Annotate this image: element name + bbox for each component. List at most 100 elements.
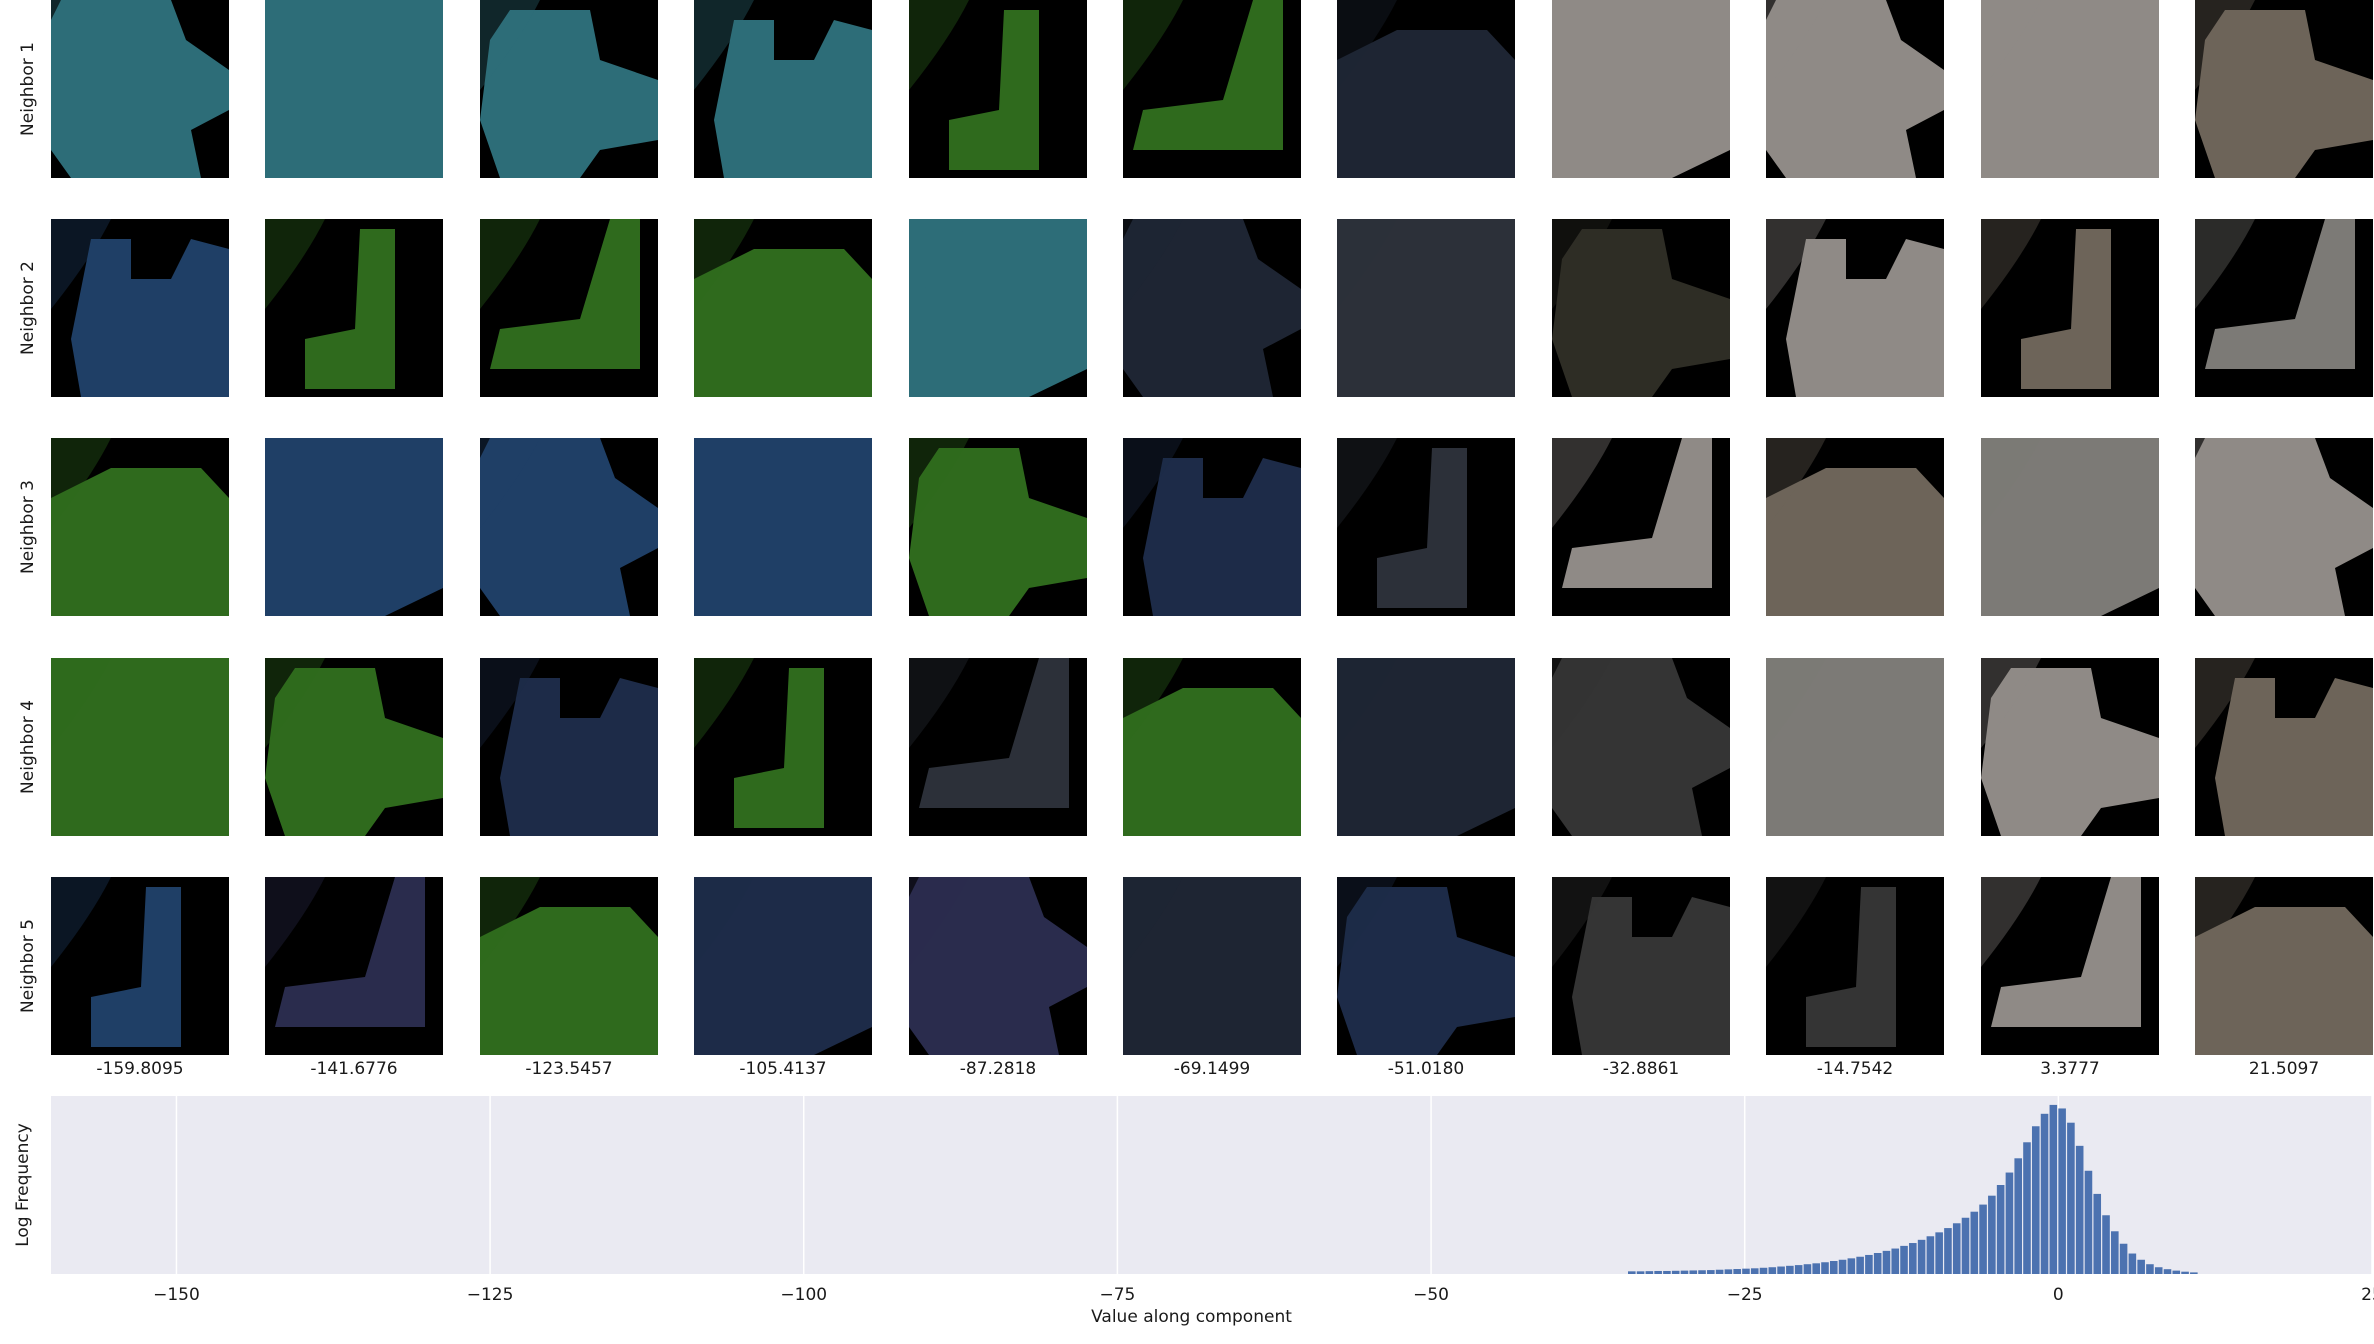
neighbor-tile — [2195, 219, 2373, 397]
histogram-bar — [2190, 1272, 2198, 1274]
histogram-bar — [1865, 1254, 1873, 1274]
neighbor-tile — [909, 438, 1087, 616]
histogram-bar — [1882, 1250, 1891, 1274]
histogram-bar — [1689, 1270, 1698, 1274]
neighbor-tile — [1552, 877, 1730, 1055]
histogram-bar — [1970, 1211, 1979, 1274]
neighbor-tile — [1766, 438, 1944, 616]
histogram-bar — [1742, 1268, 1750, 1274]
histogram-bar — [1856, 1256, 1864, 1274]
histogram-bar — [1707, 1270, 1715, 1274]
histogram-bar — [2146, 1264, 2154, 1274]
histogram-bar — [2067, 1122, 2075, 1274]
histogram-bar — [2075, 1145, 2084, 1274]
histogram-bar — [2137, 1259, 2145, 1274]
column-value-label: -159.8095 — [96, 1059, 184, 1079]
histogram-bar — [1935, 1232, 1943, 1274]
histogram-bar — [1724, 1269, 1733, 1274]
histogram-bar — [2040, 1113, 2049, 1274]
histogram-bar — [1759, 1267, 1768, 1274]
neighbor-tile — [1981, 0, 2159, 178]
neighbor-tile — [1123, 438, 1301, 616]
neighbor-tile — [265, 658, 443, 836]
histogram-bar — [1900, 1245, 1908, 1274]
neighbor-tile — [694, 0, 872, 178]
histogram-bar — [2023, 1142, 2031, 1274]
neighbor-tile — [694, 658, 872, 836]
neighbor-tile — [1981, 658, 2159, 836]
neighbor-tile — [2195, 658, 2373, 836]
histogram-bar — [2084, 1170, 2093, 1274]
neighbor-tile — [265, 877, 443, 1055]
neighbor-tile — [480, 658, 658, 836]
neighbor-tile — [909, 0, 1087, 178]
column-value-label: -14.7542 — [1816, 1059, 1894, 1079]
neighbor-tile — [265, 0, 443, 178]
histogram-bar — [2154, 1267, 2163, 1274]
neighbor-tile — [480, 219, 658, 397]
histogram-bar — [2005, 1172, 2014, 1274]
histogram-bar — [1671, 1270, 1680, 1274]
neighbor-tile — [1123, 877, 1301, 1055]
neighbor-tile — [1123, 658, 1301, 836]
neighbor-tile — [1337, 0, 1515, 178]
neighbor-tile — [2195, 0, 2373, 178]
x-tick-label: 0 — [2053, 1285, 2064, 1305]
neighbor-tile — [1337, 438, 1515, 616]
histogram-bar — [1733, 1269, 1741, 1274]
histogram-bar — [2119, 1243, 2128, 1274]
neighbor-tile — [909, 219, 1087, 397]
column-value-label: 3.3777 — [2040, 1059, 2100, 1079]
neighbor-tile — [1337, 658, 1515, 836]
histogram-bar — [1917, 1239, 1926, 1274]
histogram-bar — [1988, 1195, 1996, 1274]
histogram-bar — [2163, 1269, 2172, 1274]
histogram-bar — [1627, 1271, 1636, 1274]
x-tick-label: −25 — [1727, 1285, 1763, 1305]
neighbor-tile — [1552, 658, 1730, 836]
neighbor-tile — [51, 877, 229, 1055]
histogram-bar — [2128, 1253, 2137, 1274]
histogram-bar — [1996, 1185, 2005, 1274]
x-tick-label: −100 — [780, 1285, 827, 1305]
neighbor-tile — [51, 219, 229, 397]
neighbor-tile — [1766, 219, 1944, 397]
histogram-bar — [1829, 1261, 1838, 1274]
neighbor-tile — [1552, 219, 1730, 397]
histogram-bar — [1812, 1263, 1821, 1274]
histogram-bar — [1961, 1217, 1970, 1274]
y-axis-label: Log Frequency — [13, 1123, 33, 1247]
histogram-bar — [1821, 1262, 1829, 1274]
histogram-bar — [2049, 1104, 2058, 1274]
histogram-bar — [2181, 1271, 2189, 1274]
neighbor-tile — [909, 658, 1087, 836]
neighbor-tile — [1981, 219, 2159, 397]
neighbor-tile — [2195, 877, 2373, 1055]
neighbor-tile — [909, 877, 1087, 1055]
histogram-bar — [1645, 1271, 1654, 1274]
histogram-bar — [1838, 1259, 1847, 1274]
column-value-label: -141.6776 — [310, 1059, 398, 1079]
histogram-bar — [1715, 1269, 1724, 1274]
neighbor-tile — [480, 877, 658, 1055]
x-tick-label: −125 — [467, 1285, 514, 1305]
x-tick-labels: −150 −125 −100 −75 −50 −25 0 25 — [153, 1285, 2374, 1305]
neighbor-tile — [1766, 658, 1944, 836]
histogram-bar — [1777, 1266, 1785, 1274]
column-value-label: 21.5097 — [2248, 1059, 2320, 1079]
x-tick-label: 25 — [2361, 1285, 2374, 1305]
column-value-label: -123.5457 — [525, 1059, 613, 1079]
histogram-bar — [1891, 1248, 1900, 1274]
histogram-bar — [1944, 1228, 1952, 1274]
histogram-bar — [1926, 1236, 1935, 1274]
neighbor-tile — [51, 0, 229, 178]
histogram-bar — [2014, 1158, 2022, 1274]
neighbor-tile — [265, 219, 443, 397]
histogram-bar — [2031, 1126, 2040, 1274]
neighbor-tile — [2195, 438, 2373, 616]
histogram-bar — [1794, 1265, 1803, 1274]
neighbor-tile — [51, 438, 229, 616]
neighbor-tile — [1552, 438, 1730, 616]
histogram-bar — [2102, 1215, 2110, 1274]
